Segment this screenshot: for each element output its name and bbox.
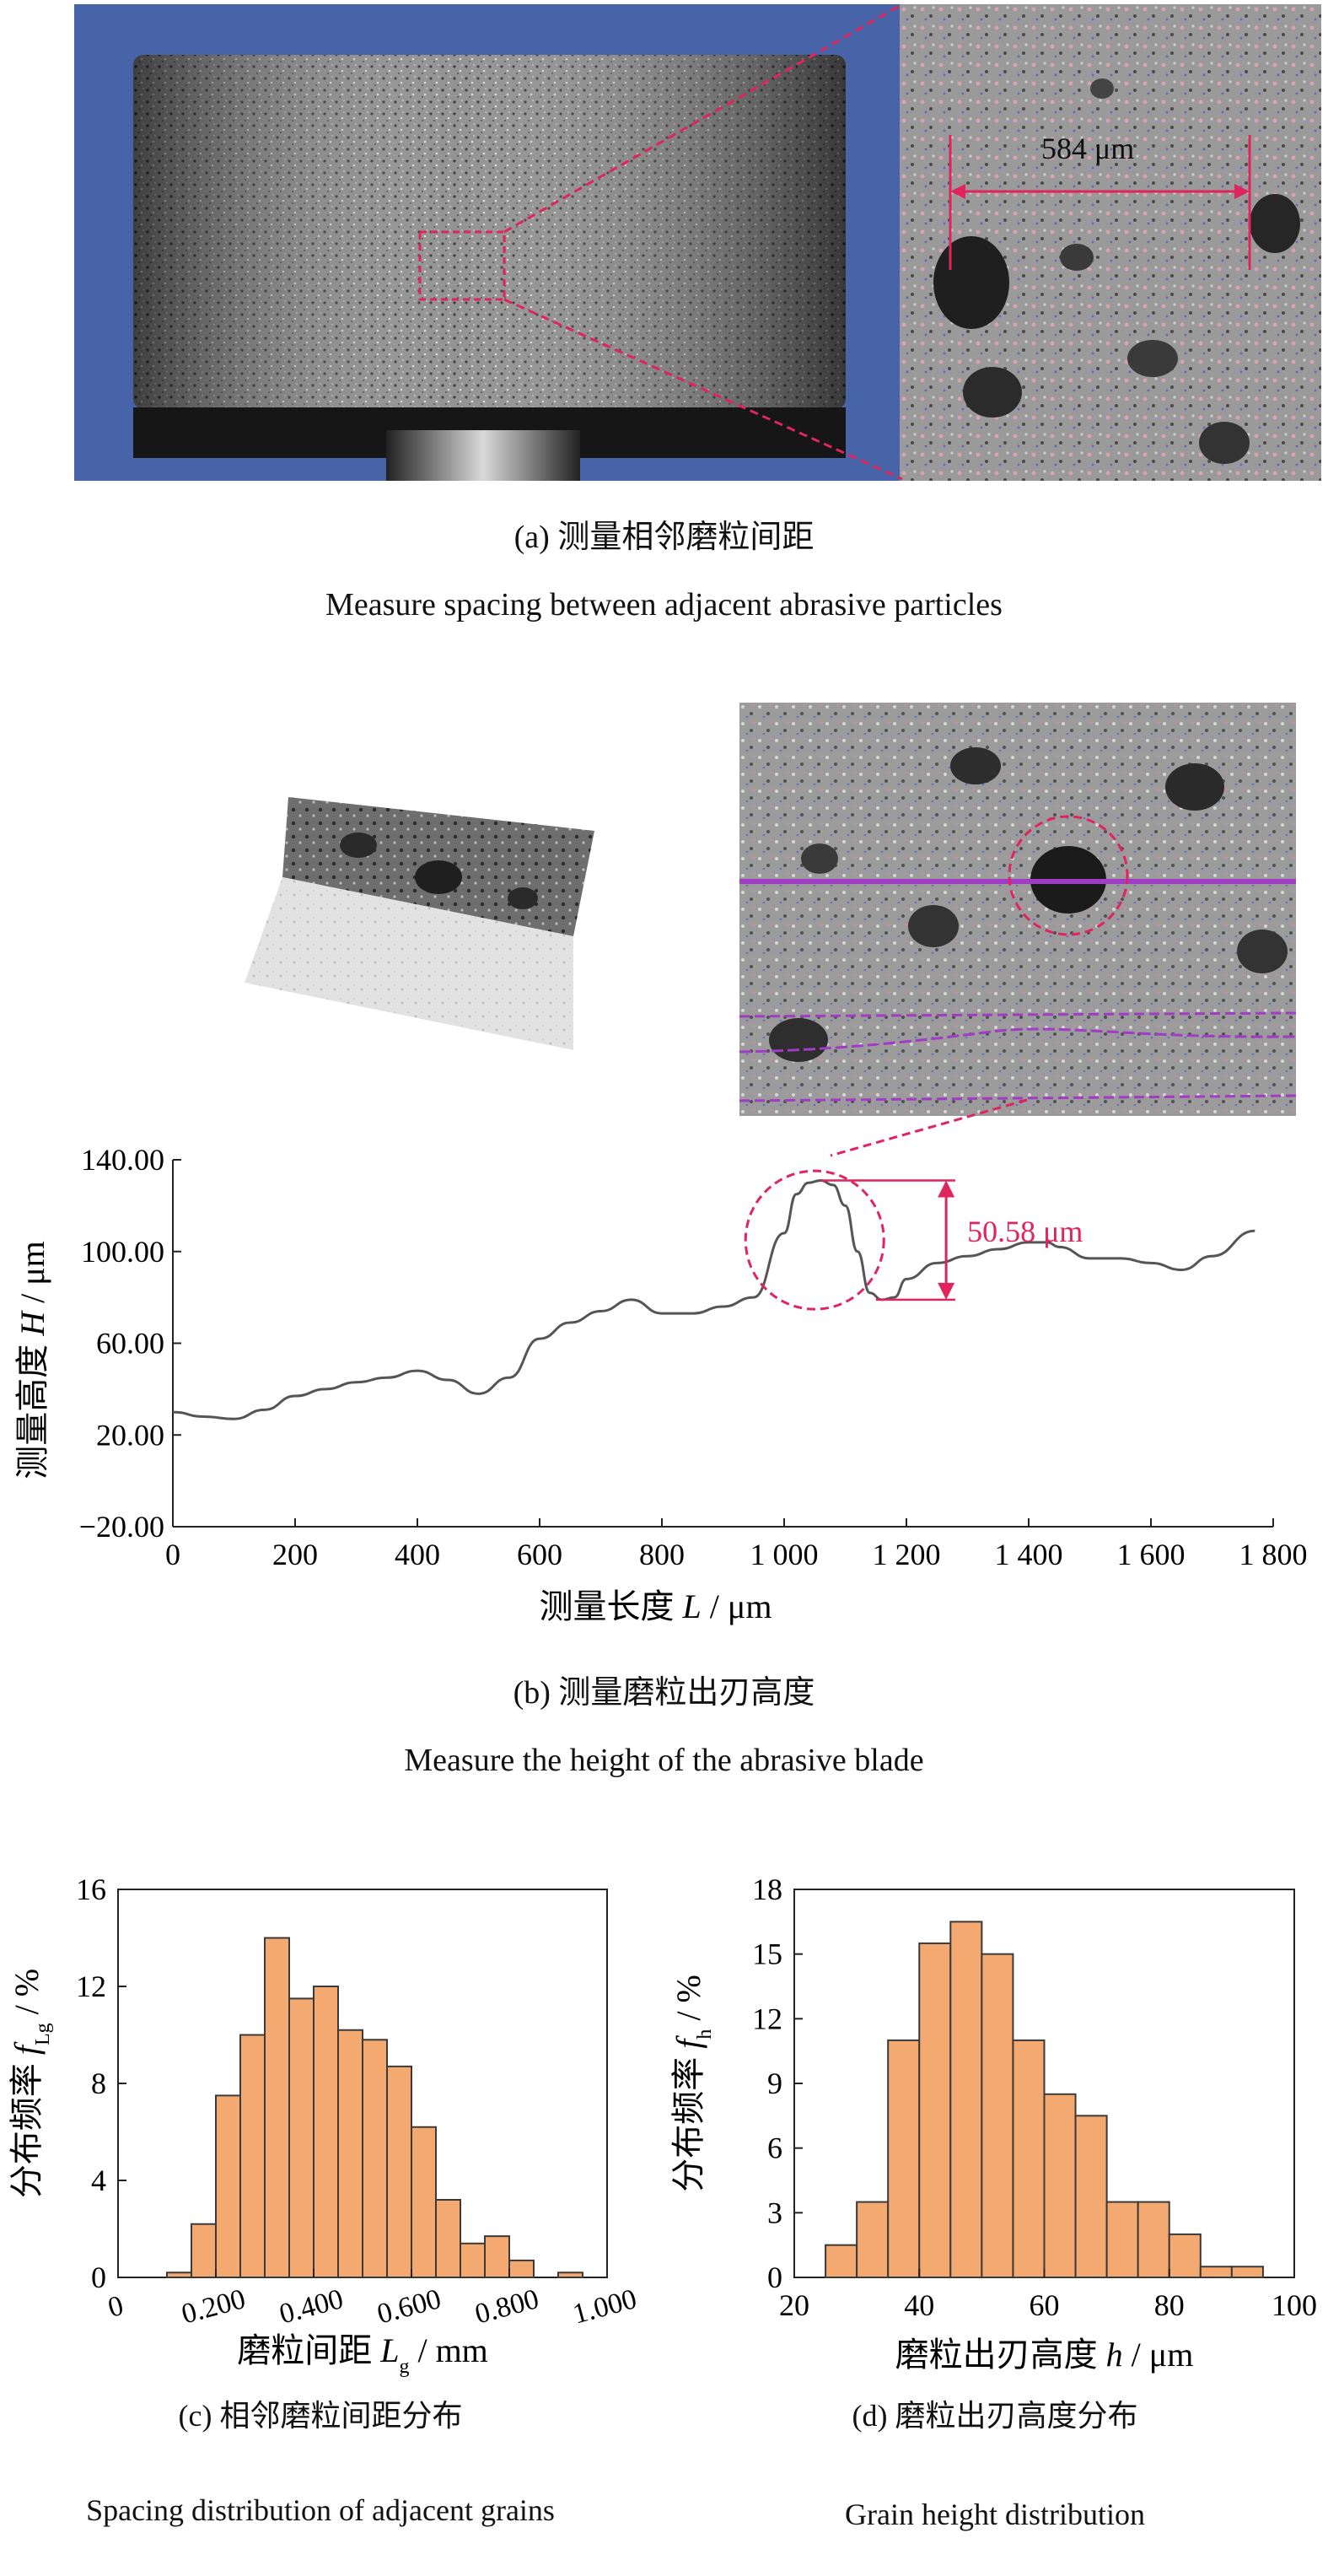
histogram-bar	[215, 2094, 241, 2278]
y-axis-label: 测量高度 H / μm	[13, 1241, 51, 1479]
caption-d-cn: (d) 磨粒出刃高度分布	[852, 2399, 1138, 2433]
histogram-bar	[411, 2126, 437, 2278]
x-tick-label: 60	[1030, 2288, 1060, 2322]
histogram-bar	[313, 1986, 339, 2278]
spacing-measurement-label: 584 μm	[1041, 132, 1135, 165]
profile-chart: −20.00 20.00 60.00 100.00 140.00 0 200 400 600 80…	[13, 1143, 1308, 1625]
caption-a-cn: (a) 测量相邻磨粒间距	[513, 520, 815, 555]
y-axis-label: 分布频率 fh / %	[669, 1975, 716, 2192]
histogram-bar	[337, 2029, 363, 2278]
surface-3d-thumbnail	[236, 793, 607, 1071]
caption-c-en: Spacing distribution of adjacent grains	[86, 2493, 555, 2527]
x-tick-label: 0	[165, 1538, 180, 1571]
x-tick-label: 20	[779, 2288, 809, 2322]
x-tick-label: 80	[1154, 2288, 1185, 2322]
micrograph-scan-view	[739, 703, 1297, 1116]
y-tick-label: 60.00	[96, 1327, 164, 1361]
x-tick-label: 1.000	[570, 2283, 640, 2331]
histogram-bar	[856, 2201, 890, 2278]
histogram-bar	[1168, 2233, 1202, 2278]
x-tick-label: 200	[272, 1538, 318, 1571]
caption-a-en: Measure spacing between adjacent abrasiv…	[325, 587, 1003, 622]
histogram-bar	[918, 1942, 952, 2278]
x-tick-label: 400	[395, 1538, 440, 1571]
histogram-bar	[484, 2235, 510, 2278]
histogram-bar	[1137, 2201, 1170, 2278]
x-tick-label: 1 600	[1117, 1538, 1186, 1571]
x-tick-label: 1 800	[1239, 1538, 1308, 1571]
histogram-bar	[435, 2199, 461, 2278]
y-tick-label: 20.00	[96, 1418, 164, 1452]
height-histogram: 0 3 6 9 12 15 18 20 40 60 80 100 磨粒出刃高度 h / μm 分布频率 f…	[669, 1873, 1317, 2374]
y-tick-label: 0	[91, 2261, 106, 2294]
y-tick-label: 4	[91, 2164, 106, 2197]
histogram-bar	[1230, 2266, 1264, 2279]
histogram-bar	[1043, 2093, 1077, 2278]
x-tick-label: 1 400	[995, 1538, 1063, 1571]
peak-height-label: 50.58 μm	[967, 1215, 1083, 1248]
y-tick-label: 140.00	[81, 1143, 164, 1177]
y-tick-label: 12	[76, 1970, 106, 2003]
magnified-view: 584 μm	[900, 4, 1321, 481]
x-tick-label: 600	[517, 1538, 562, 1571]
x-tick-label: 0	[105, 2290, 126, 2324]
x-axis-label: 测量长度 L / μm	[540, 1587, 772, 1625]
y-tick-label: 3	[767, 2196, 782, 2229]
y-tick-label: 12	[752, 2002, 782, 2035]
x-tick-label: 100	[1272, 2288, 1317, 2322]
profile-series-line	[172, 1178, 1255, 1420]
x-tick-label: 0.600	[374, 2283, 444, 2331]
histogram-bar	[191, 2223, 217, 2278]
histogram-bar	[1074, 2115, 1108, 2279]
histogram-bar	[949, 1921, 983, 2278]
y-tick-label: 15	[752, 1937, 782, 1971]
histogram-bar	[825, 2244, 858, 2278]
caption-b-cn: (b) 测量磨粒出刃高度	[513, 1675, 815, 1711]
histogram-bar	[981, 1953, 1014, 2279]
histogram-bar	[239, 2034, 266, 2278]
y-tick-label: 8	[91, 2067, 106, 2100]
arrow-head-up	[938, 1180, 955, 1198]
histogram-bar	[1105, 2201, 1139, 2278]
x-tick-label: 1 200	[873, 1538, 941, 1571]
histogram-bar	[887, 2039, 921, 2278]
histogram-bar	[288, 1997, 315, 2278]
histogram-bar	[1199, 2266, 1233, 2279]
x-tick-label: 0.800	[472, 2283, 542, 2331]
y-tick-label: 100.00	[81, 1235, 164, 1269]
y-tick-label: 0	[767, 2261, 782, 2294]
x-tick-label: 0.400	[277, 2283, 347, 2331]
histogram-bar	[166, 2272, 192, 2278]
x-tick-label: 800	[639, 1538, 685, 1571]
y-tick-label: 6	[767, 2131, 782, 2165]
histogram-bar	[508, 2259, 535, 2278]
y-tick-label: 16	[76, 1873, 106, 1906]
y-tick-label: 18	[752, 1873, 782, 1906]
caption-b-en: Measure the height of the abrasive blade	[404, 1743, 924, 1778]
histogram-bar	[264, 1937, 290, 2278]
caption-c-cn: (c) 相邻磨粒间距分布	[178, 2399, 463, 2433]
spacing-histogram: 0 4 8 12 16 0 0.200 0.400 0.600 0.800 1.000 磨粒间距 Lg…	[8, 1873, 640, 2378]
zoom-connector-lines	[503, 3, 903, 481]
arrow-head-down	[938, 1282, 955, 1300]
micrograph-to-profile-connector	[830, 1098, 1028, 1157]
x-tick-label: 1 000	[750, 1538, 819, 1571]
histogram-bar	[557, 2272, 583, 2278]
x-tick-label: 40	[904, 2288, 934, 2322]
x-axis-label: 磨粒出刃高度 h / μm	[895, 2336, 1194, 2374]
y-axis-label: 分布频率 fLg / %	[8, 1969, 54, 2198]
x-tick-label: 0.200	[179, 2283, 249, 2331]
caption-d-en: Grain height distribution	[845, 2498, 1145, 2531]
x-axis-label: 磨粒间距 Lg / mm	[237, 2331, 488, 2378]
histogram-bar	[460, 2242, 486, 2278]
histogram-bar	[386, 2065, 412, 2278]
histogram-bar	[1012, 2039, 1046, 2278]
y-tick-label: 9	[767, 2067, 782, 2100]
y-tick-label: −20.00	[79, 1510, 164, 1544]
histogram-bar	[362, 2039, 388, 2278]
peak-highlight-circle	[744, 1169, 885, 1311]
